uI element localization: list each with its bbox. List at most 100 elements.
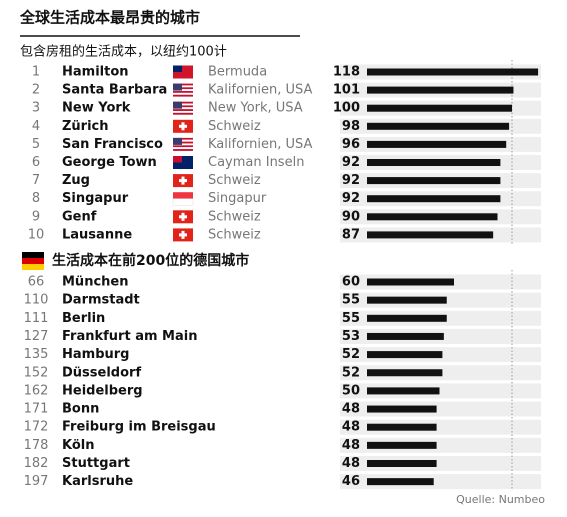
value-label: 118 xyxy=(333,65,360,80)
rank: 110 xyxy=(24,293,49,308)
city: San Francisco xyxy=(62,137,163,152)
rank: 182 xyxy=(24,456,49,471)
source: Quelle: Numbeo xyxy=(456,493,545,506)
value-label: 52 xyxy=(342,347,360,362)
value-label: 53 xyxy=(342,329,360,344)
flag-top xyxy=(173,192,193,199)
value-label: 87 xyxy=(342,227,360,242)
flag xyxy=(172,192,194,206)
city: Düsseldorf xyxy=(62,365,141,380)
rank: 5 xyxy=(32,137,40,152)
flag-stripe xyxy=(173,145,193,148)
bar xyxy=(367,213,498,221)
flag xyxy=(173,65,193,79)
city: Bonn xyxy=(62,402,99,417)
country: Schweiz xyxy=(208,209,261,224)
country: Singapur xyxy=(208,191,267,206)
flag xyxy=(173,119,193,133)
value-label: 92 xyxy=(342,173,360,188)
rank: 127 xyxy=(24,329,49,344)
value-label: 96 xyxy=(342,137,360,152)
flag-stripe xyxy=(173,147,193,150)
flag xyxy=(173,83,193,97)
flag-cross xyxy=(179,179,187,183)
flag-canton xyxy=(173,83,182,91)
bar xyxy=(367,195,501,203)
section-title: 生活成本在前200位的德国城市 xyxy=(52,252,249,269)
flag-canton xyxy=(173,65,182,72)
flag-stripe xyxy=(173,101,193,104)
flag-cross xyxy=(179,215,187,219)
rank: 178 xyxy=(24,438,49,453)
flag-bottom xyxy=(172,198,194,206)
city: Stuttgart xyxy=(62,456,130,471)
rank: 6 xyxy=(32,155,40,170)
city: Frankfurt am Main xyxy=(62,329,197,344)
bar xyxy=(367,369,443,377)
bar xyxy=(367,86,514,94)
rank: 9 xyxy=(32,209,40,224)
bar xyxy=(367,332,444,340)
flag-stripe xyxy=(173,109,193,111)
city: Genf xyxy=(62,209,97,224)
city: Lausanne xyxy=(62,227,132,242)
rank: 3 xyxy=(32,101,40,116)
bar xyxy=(367,478,434,486)
flag xyxy=(173,156,193,169)
row-bg xyxy=(340,419,541,435)
flag xyxy=(173,137,193,151)
rank: 197 xyxy=(24,474,49,489)
city: Karlsruhe xyxy=(62,474,133,489)
row-bg xyxy=(340,437,541,453)
city: Köln xyxy=(62,438,95,453)
value-label: 100 xyxy=(333,101,360,116)
value-label: 48 xyxy=(342,420,360,435)
flag xyxy=(173,228,193,242)
rank: 111 xyxy=(24,311,49,326)
flag-stripe xyxy=(173,83,193,86)
row-bg xyxy=(340,401,541,417)
rank: 2 xyxy=(32,83,40,98)
country: Schweiz xyxy=(208,173,261,188)
city: George Town xyxy=(62,155,157,170)
city: München xyxy=(62,275,128,290)
rank: 4 xyxy=(32,119,40,134)
rank: 8 xyxy=(32,191,40,206)
value-label: 52 xyxy=(342,365,360,380)
flag-stripe xyxy=(173,94,193,97)
row-bg xyxy=(340,456,541,471)
value-label: 60 xyxy=(342,275,360,290)
flag-canton xyxy=(173,101,182,109)
bar xyxy=(367,68,539,76)
flag-cross xyxy=(179,233,187,237)
country: New York, USA xyxy=(208,101,303,116)
chart-title: 全球生活成本最昂贵的城市 xyxy=(19,9,200,27)
bar xyxy=(367,423,437,431)
bar xyxy=(367,441,437,449)
flag-cross xyxy=(179,124,187,128)
city: Berlin xyxy=(62,311,105,326)
bar xyxy=(367,387,440,395)
flag-stripe xyxy=(173,139,193,142)
country: Schweiz xyxy=(208,119,261,134)
flag-stripe xyxy=(173,92,193,95)
flag xyxy=(173,101,193,115)
value-label: 46 xyxy=(342,474,360,489)
city: Hamburg xyxy=(62,347,129,362)
country: Cayman Inseln xyxy=(208,155,304,170)
rank: 152 xyxy=(24,365,49,380)
flag-canton xyxy=(173,156,182,163)
bar xyxy=(367,177,501,185)
value-label: 101 xyxy=(333,83,360,98)
flag-stripe xyxy=(173,141,193,144)
rank: 1 xyxy=(32,65,40,80)
bar xyxy=(367,405,437,413)
city: Hamilton xyxy=(62,65,129,80)
value-label: 92 xyxy=(342,191,360,206)
value-label: 48 xyxy=(342,402,360,417)
value-label: 98 xyxy=(342,119,360,134)
rank: 7 xyxy=(32,173,40,188)
city: Heidelberg xyxy=(62,383,143,398)
flag-stripe xyxy=(173,143,193,146)
